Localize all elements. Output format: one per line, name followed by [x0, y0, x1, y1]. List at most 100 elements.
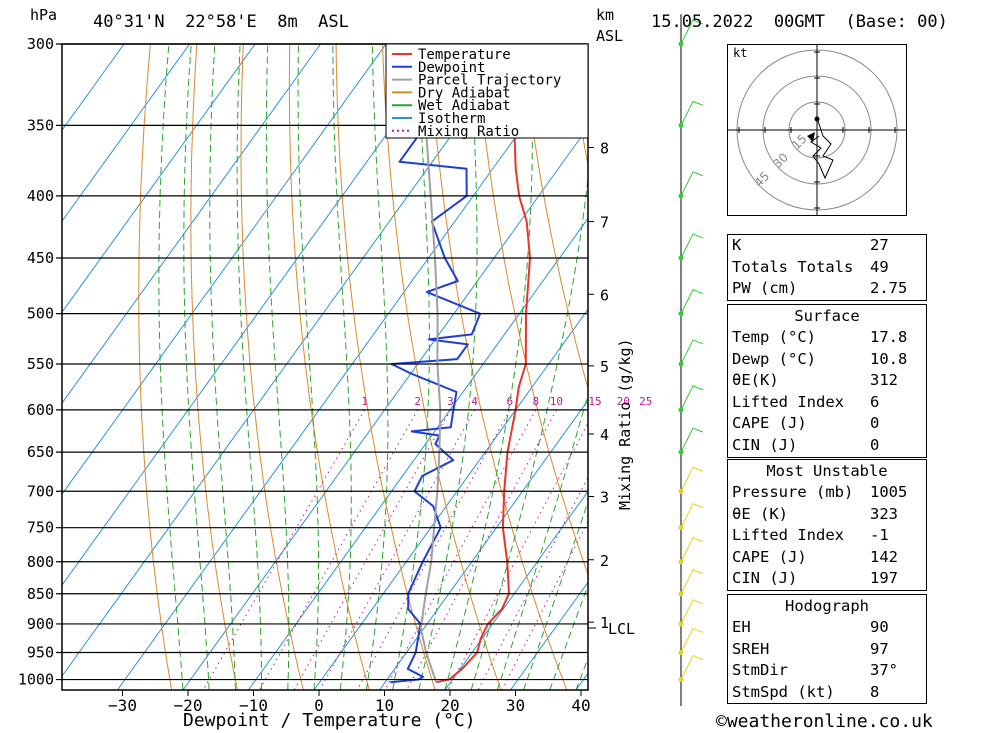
wind-barb [680, 569, 704, 594]
dry-adiabat-line [940, 44, 1000, 690]
height-tick-label: 8 [600, 140, 609, 158]
mixing-ratio-label: 6 [507, 395, 514, 408]
hodograph-unit: kt [733, 46, 748, 60]
legend-entry: Mixing Ratio [418, 124, 519, 140]
indices-table: K 27 Totals Totals 49 PW (cm) 2.75 [727, 234, 927, 301]
isotherm-line [62, 44, 518, 677]
mixing-ratio-label: 20 [617, 395, 630, 408]
station-location: 40°31'N 22°58'E 8m ASL [93, 12, 349, 32]
wind-barb [680, 503, 704, 528]
pressure-tick-label: 450 [27, 249, 54, 267]
height-unit-km: km [596, 6, 615, 24]
mixing-ratio-label: 1 [361, 395, 368, 408]
isotherm-line [444, 490, 588, 690]
hodograph-stats-row: StmDir 37° [732, 661, 898, 680]
hodograph-stats-row: EH 90 [732, 618, 889, 636]
mixing-ratio-label: 15 [588, 395, 601, 408]
wind-barb [680, 599, 704, 625]
isotherm-line [62, 44, 452, 586]
footer-credit[interactable]: ©weatheronline.co.uk [716, 711, 933, 732]
mixing-ratio-axis-label: Mixing Ratio (g/kg) [616, 338, 634, 510]
most-unstable-row: Pressure (mb) 1005 [732, 483, 908, 501]
height-tick-label: 2 [600, 552, 609, 570]
x-tick-label: 10 [375, 696, 394, 715]
legend-entry: Wet Adiabat [418, 98, 511, 114]
x-tick-label: 20 [440, 696, 459, 715]
wind-barb [680, 19, 704, 45]
legend-entry: Dry Adiabat [418, 85, 511, 101]
legend-entry: Parcel Trajectory [418, 73, 561, 89]
isotherm-line [62, 44, 321, 404]
legend-entry: Isotherm [418, 111, 485, 127]
wet-adiabat-line [365, 44, 389, 690]
pressure-tick-label: 550 [27, 355, 54, 373]
most-unstable-row: θE (K) 323 [732, 504, 898, 523]
dry-adiabat-line [335, 44, 436, 690]
mixing-ratio-line [293, 409, 451, 690]
dry-adiabat-line [288, 44, 370, 690]
surface-row: Lifted Index 6 [732, 392, 880, 411]
x-axis-label: Dewpoint / Temperature (°C) [183, 710, 476, 731]
most-unstable-row: Lifted Index -1 [732, 526, 889, 545]
pressure-tick-label: 950 [27, 643, 54, 661]
legend-entry: Dewpoint [418, 60, 485, 76]
pressure-tick-label: 1000 [18, 671, 54, 689]
dry-adiabat-line [382, 44, 502, 690]
dry-adiabat-line [474, 44, 588, 577]
mixing-ratio-line [202, 409, 366, 690]
mixing-ratio-label: 3 [447, 395, 454, 408]
dewpoint-line [390, 44, 482, 684]
isotherm-line [248, 217, 588, 690]
pressure-tick-label: 800 [27, 553, 54, 571]
wind-barb [680, 385, 704, 411]
wind-barb [680, 339, 704, 365]
x-tick-label: 0 [314, 696, 324, 715]
pressure-tick-label: 700 [27, 482, 54, 500]
x-tick-label: 30 [506, 696, 525, 715]
height-unit-asl: ASL [596, 27, 624, 45]
mixing-ratio-line [319, 409, 476, 690]
wind-barb [680, 233, 704, 259]
pressure-tick-label: 850 [27, 585, 54, 603]
isotherm-line [62, 44, 256, 314]
pressure-unit-label: hPa [30, 6, 58, 24]
dry-adiabat-line [986, 44, 1000, 690]
wind-barb [680, 100, 704, 126]
wet-adiabat-line [297, 44, 319, 690]
wet-adiabat-line [444, 44, 533, 690]
wind-barb [680, 466, 704, 492]
most-unstable-row: CAPE (J) 142 [732, 547, 898, 566]
wind-barb [680, 627, 704, 653]
isotherm-line [62, 44, 387, 495]
pressure-tick-label: 900 [27, 615, 54, 633]
index-totals-row: Totals Totals 49 [732, 257, 889, 276]
hodograph-trace [810, 117, 834, 180]
storm-motion-marker [807, 132, 815, 142]
mixing-ratio-label: 2 [414, 395, 421, 408]
most-unstable-title: Most Unstable [766, 462, 888, 480]
pressure-tick-label: 300 [27, 35, 54, 53]
most-unstable-table: Most Unstable Pressure (mb) 1005 θE (K) 32… [727, 459, 927, 591]
legend-box [385, 43, 589, 139]
height-tick-label: 5 [600, 358, 609, 376]
pressure-tick-label: 600 [27, 401, 54, 419]
lcl-label: LCL [608, 620, 635, 638]
x-tick-label: −30 [108, 696, 137, 715]
index-k-row: K 27 [732, 236, 889, 254]
mixing-ratio-label: 8 [532, 395, 539, 408]
index-pw-row: PW (cm) 2.75 [732, 279, 908, 298]
height-tick-label: 6 [600, 286, 609, 304]
wet-adiabat-line [158, 44, 184, 690]
pressure-tick-label: 750 [27, 519, 54, 537]
surface-title: Surface [794, 307, 860, 325]
most-unstable-row: CIN (J) 197 [732, 569, 898, 588]
dry-adiabat-line [138, 44, 173, 690]
isotherm-line [182, 126, 588, 690]
surface-row: CAPE (J) 0 [732, 414, 880, 433]
wind-barb [680, 427, 704, 453]
surface-table: Surface Temp (°C) 17.8 Dewp (°C) 10.8 θE(K… [727, 304, 927, 458]
wind-barb [680, 171, 704, 197]
wind-barb [680, 289, 704, 314]
